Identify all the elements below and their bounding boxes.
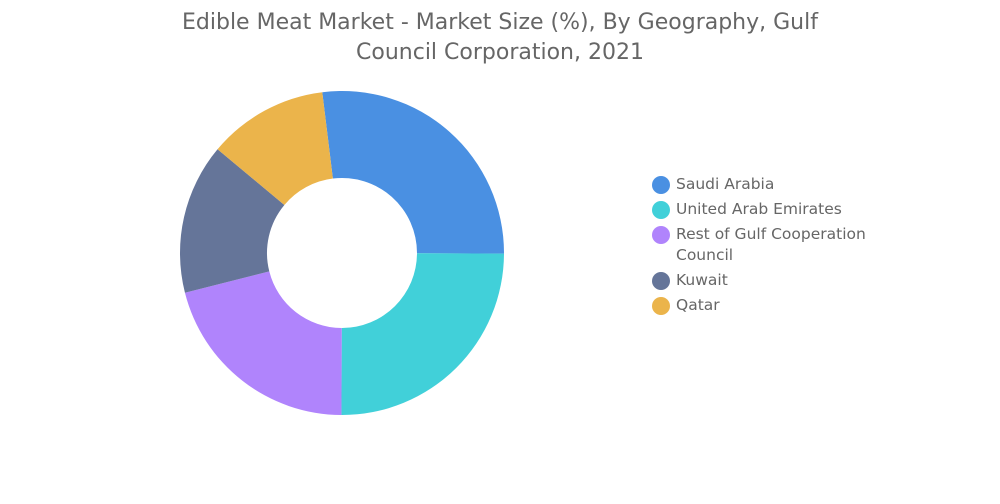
legend-label: United Arab Emirates — [676, 200, 842, 218]
donut-slice — [217, 92, 333, 205]
legend-swatch — [652, 201, 670, 219]
legend-swatch — [652, 272, 670, 290]
legend-label: Qatar — [676, 296, 720, 314]
legend-swatch — [652, 297, 670, 315]
donut-slice — [184, 271, 342, 415]
legend-item: Qatar — [652, 295, 914, 316]
chart-title: Edible Meat Market - Market Size (%), By… — [182, 10, 818, 65]
donut-slice — [322, 91, 504, 254]
donut-slice — [180, 149, 285, 293]
legend: Saudi Arabia United Arab Emirates Rest of … — [652, 174, 914, 320]
legend-item: Saudi Arabia — [652, 174, 914, 195]
legend-swatch — [652, 226, 670, 244]
legend-item: Kuwait — [652, 270, 914, 291]
legend-swatch — [652, 176, 670, 194]
legend-label: Saudi Arabia — [676, 175, 775, 193]
legend-label: Kuwait — [676, 271, 728, 289]
legend-item: Rest of Gulf Cooperation Council — [652, 224, 914, 266]
legend-label: Rest of Gulf Cooperation Council — [676, 225, 866, 264]
legend-item: United Arab Emirates — [652, 199, 914, 220]
donut-slice — [341, 253, 504, 415]
